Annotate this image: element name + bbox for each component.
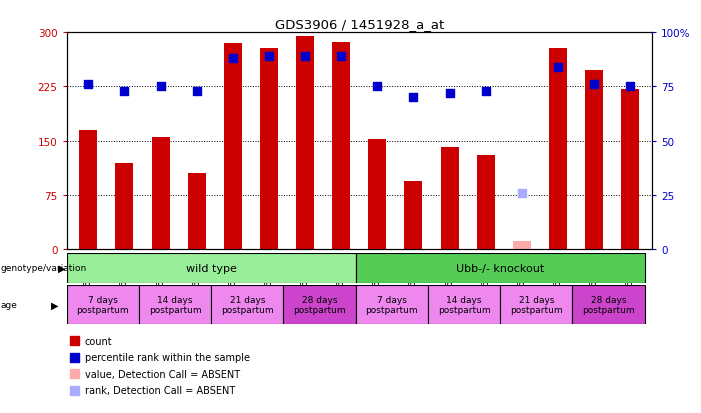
Bar [585, 71, 603, 250]
Bar [296, 37, 314, 250]
Point [516, 190, 527, 197]
Point [118, 88, 130, 95]
Bar [477, 156, 495, 250]
Bar [368, 139, 386, 250]
Point [191, 88, 203, 95]
Bar [151, 138, 170, 250]
Bar [332, 43, 350, 250]
Point [444, 90, 455, 97]
Text: 7 days
postpartum: 7 days postpartum [365, 295, 418, 314]
Bar [188, 174, 205, 250]
Bar [355, 253, 645, 283]
Bar [67, 253, 355, 283]
Point [264, 54, 275, 60]
Text: 7 days
postpartum: 7 days postpartum [76, 295, 129, 314]
Point [336, 54, 347, 60]
Text: 14 days
postpartum: 14 days postpartum [437, 295, 491, 314]
Bar [549, 49, 567, 250]
Text: Ubb-/- knockout: Ubb-/- knockout [456, 263, 544, 273]
Text: wild type: wild type [186, 263, 236, 273]
Bar [139, 285, 211, 324]
Bar [573, 285, 645, 324]
Bar [79, 131, 97, 250]
Text: percentile rank within the sample: percentile rank within the sample [85, 352, 250, 362]
Point [480, 88, 491, 95]
Bar [440, 147, 458, 250]
Text: ▶: ▶ [57, 263, 65, 273]
Point [299, 54, 311, 60]
Text: 14 days
postpartum: 14 days postpartum [149, 295, 201, 314]
Text: 21 days
postpartum: 21 days postpartum [510, 295, 563, 314]
Bar [621, 90, 639, 250]
Text: genotype/variation: genotype/variation [1, 263, 87, 272]
Point [227, 56, 238, 62]
Bar [116, 163, 133, 250]
Text: 28 days
postpartum: 28 days postpartum [293, 295, 346, 314]
Title: GDS3906 / 1451928_a_at: GDS3906 / 1451928_a_at [275, 17, 444, 31]
Bar [211, 285, 283, 324]
Bar [513, 241, 531, 250]
Text: rank, Detection Call = ABSENT: rank, Detection Call = ABSENT [85, 385, 235, 395]
Bar [67, 285, 139, 324]
Bar [428, 285, 501, 324]
Text: count: count [85, 336, 112, 346]
Point [625, 84, 636, 90]
Bar [260, 49, 278, 250]
Bar [501, 285, 573, 324]
Point [552, 64, 564, 71]
Text: value, Detection Call = ABSENT: value, Detection Call = ABSENT [85, 369, 240, 379]
Bar [404, 181, 423, 250]
Point [408, 95, 419, 102]
Bar [283, 285, 355, 324]
Bar [355, 285, 428, 324]
Text: ▶: ▶ [50, 300, 58, 310]
Point [589, 82, 600, 88]
Text: 28 days
postpartum: 28 days postpartum [583, 295, 635, 314]
Point [83, 82, 94, 88]
Point [155, 84, 166, 90]
Text: age: age [1, 300, 18, 309]
Text: 21 days
postpartum: 21 days postpartum [221, 295, 273, 314]
Bar [224, 44, 242, 250]
Point [372, 84, 383, 90]
